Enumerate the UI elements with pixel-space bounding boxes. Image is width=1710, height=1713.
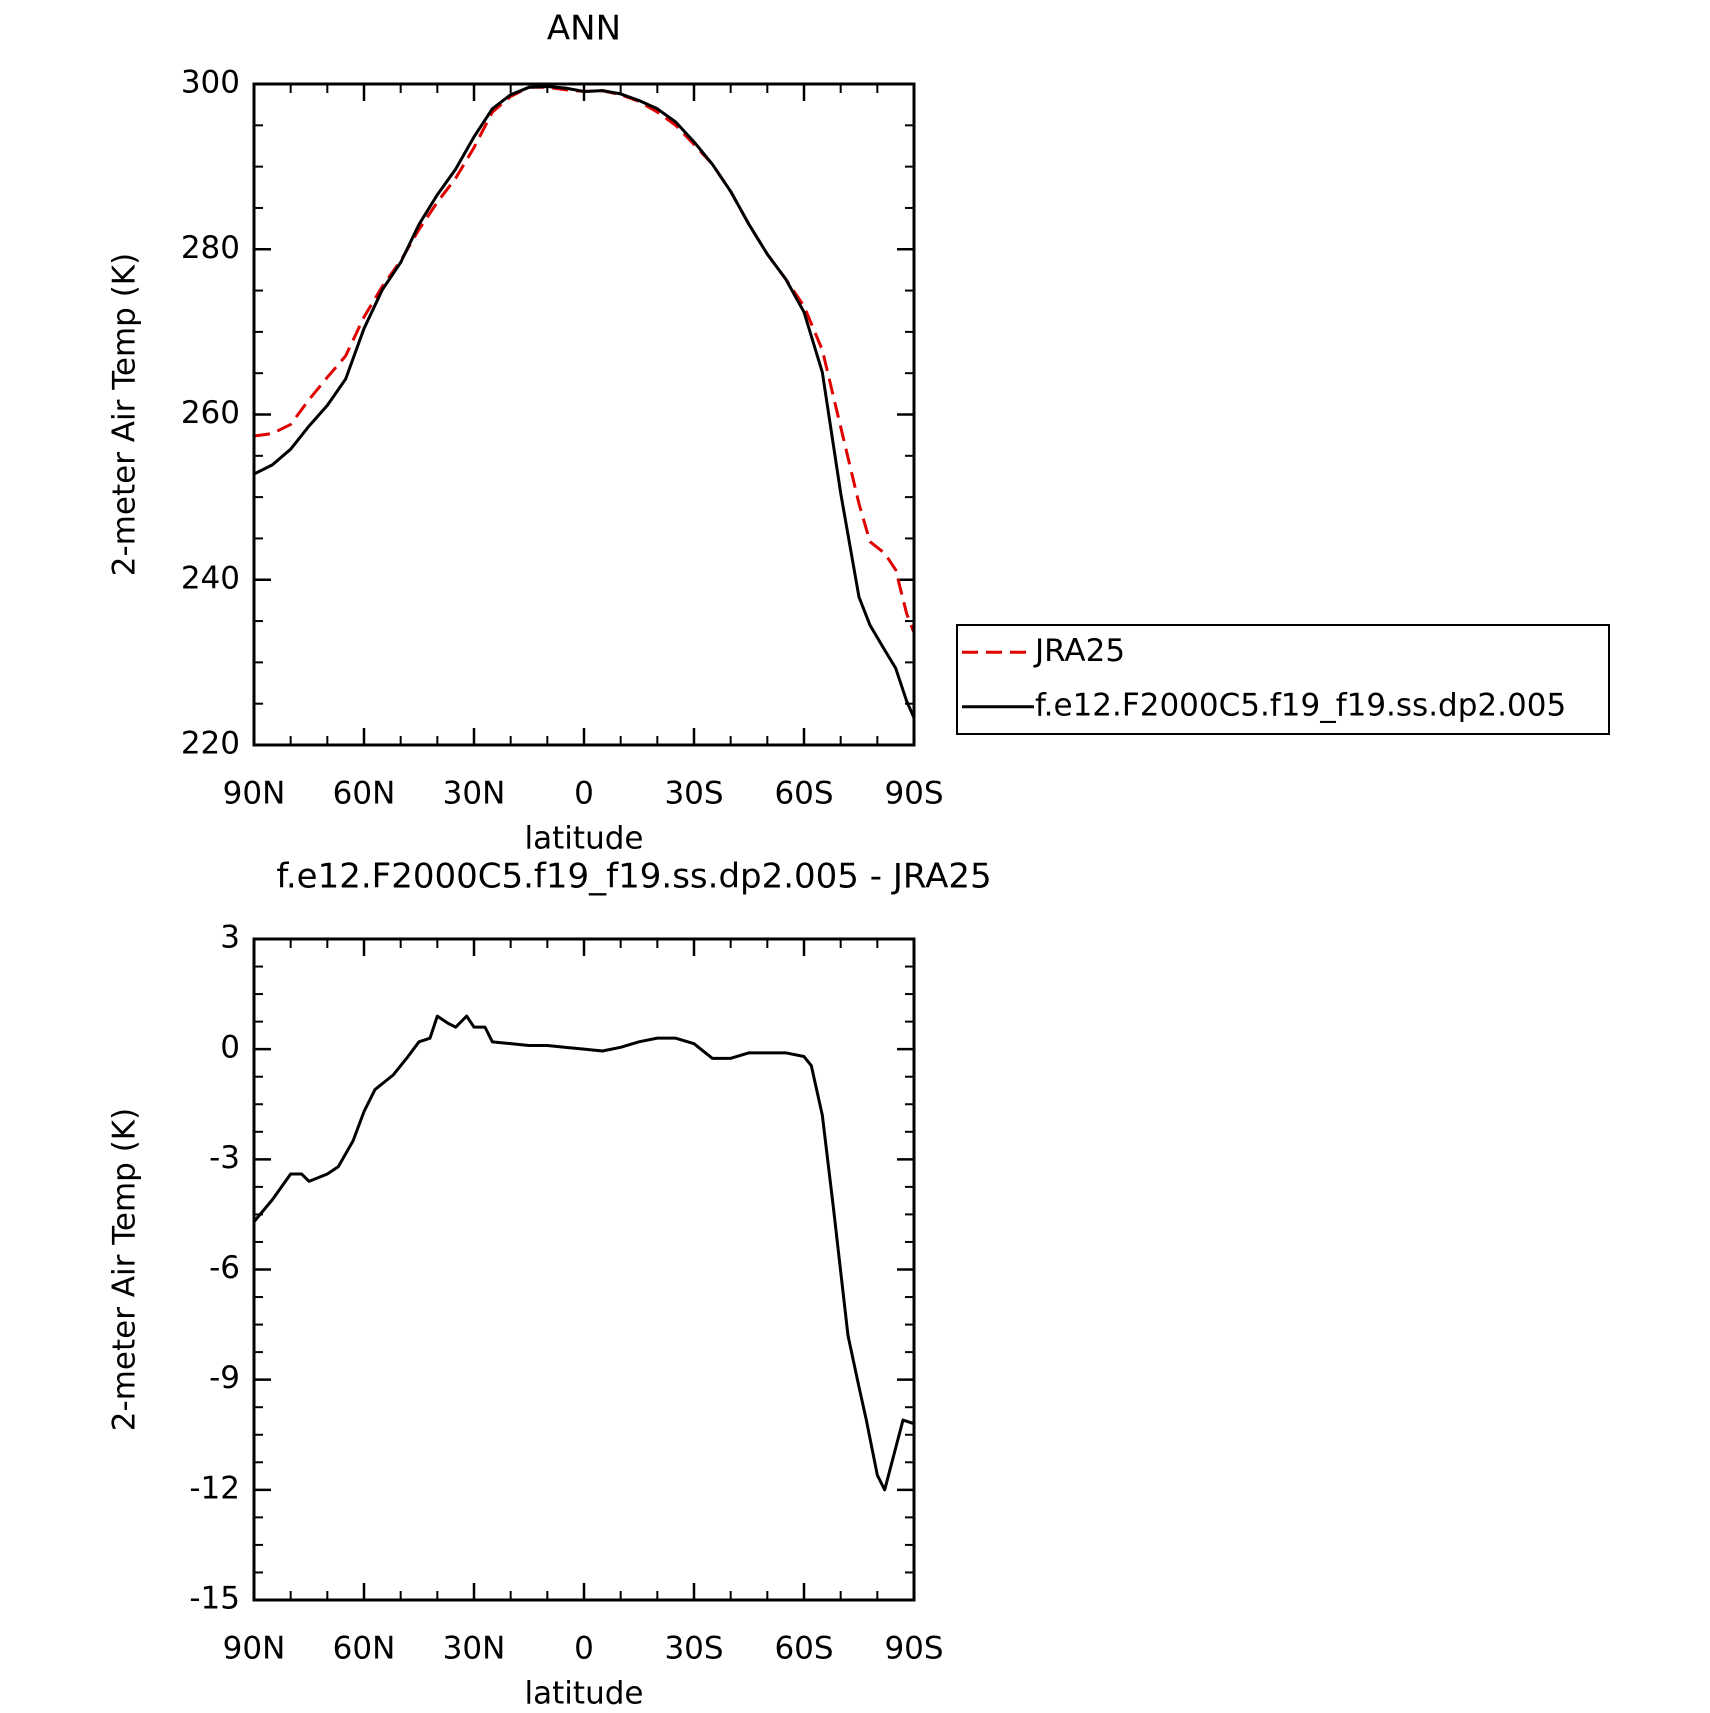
x-tick-label: 0	[574, 1631, 594, 1667]
x-axis-label: latitude	[525, 1676, 644, 1712]
y-tick-label: 3	[220, 920, 240, 956]
x-tick-label: 30N	[443, 776, 506, 812]
x-axis-label: latitude	[525, 821, 644, 857]
x-tick-label: 30N	[443, 1631, 506, 1667]
y-tick-label: -9	[209, 1360, 240, 1396]
y-axis-label: 2-meter Air Temp (K)	[107, 253, 143, 576]
legend-box	[956, 624, 1610, 735]
plot-frame	[252, 82, 916, 747]
y-tick-label: 240	[181, 560, 240, 596]
x-tick-label: 90N	[223, 776, 286, 812]
x-tick-label: 30S	[664, 1631, 723, 1667]
legend-label: JRA25	[1033, 633, 1125, 669]
data-line	[252, 1014, 915, 1492]
plot-frame	[252, 937, 916, 1602]
y-tick-label: -12	[189, 1470, 240, 1506]
y-tick-label: 220	[181, 726, 240, 762]
y-axis-label: 2-meter Air Temp (K)	[107, 1108, 143, 1431]
x-tick-label: 0	[574, 776, 594, 812]
y-tick-label: 260	[181, 395, 240, 431]
y-tick-label: 280	[181, 230, 240, 266]
x-tick-label: 60N	[333, 1631, 396, 1667]
legend-label: f.e12.F2000C5.f19_f19.ss.dp2.005	[1035, 687, 1566, 723]
y-tick-label: -15	[189, 1581, 240, 1617]
x-tick-label: 90N	[223, 1631, 286, 1667]
data-line	[253, 84, 916, 719]
x-tick-label: 90S	[884, 776, 943, 812]
x-tick-label: 90S	[884, 1631, 943, 1667]
y-tick-label: -6	[209, 1250, 240, 1286]
y-tick-label: 300	[181, 65, 240, 101]
chart-title: f.e12.F2000C5.f19_f19.ss.dp2.005 - JRA25	[276, 857, 991, 897]
chart-title: ANN	[547, 9, 621, 49]
x-tick-label: 60S	[774, 1631, 833, 1667]
y-tick-label: -3	[209, 1140, 240, 1176]
y-tick-label: 0	[220, 1030, 240, 1066]
x-tick-label: 30S	[664, 776, 723, 812]
x-tick-label: 60S	[774, 776, 833, 812]
x-tick-label: 60N	[333, 776, 396, 812]
